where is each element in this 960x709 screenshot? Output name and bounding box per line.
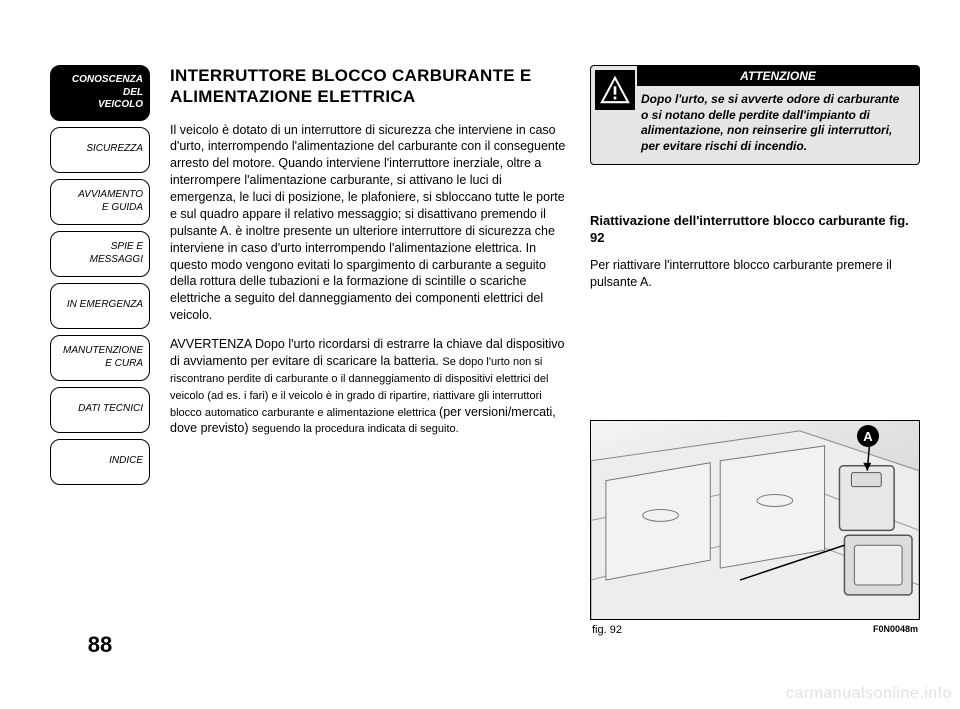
warning-triangle-icon bbox=[595, 70, 635, 110]
body-paragraph: Per riattivare l'interruttore blocco car… bbox=[590, 257, 920, 291]
page: CONOSCENZA DEL VEICOLO SICUREZZA AVVIAME… bbox=[0, 0, 960, 709]
warning-header: ATTENZIONE bbox=[637, 66, 919, 86]
figure-caption: fig. 92 F0N0048m bbox=[590, 624, 920, 636]
right-column: ATTENZIONE Dopo l'urto, se si avverte od… bbox=[590, 65, 920, 291]
sidebar-label: MESSAGGI bbox=[57, 254, 143, 267]
warning-body: Dopo l'urto, se si avverte odore di carb… bbox=[591, 86, 919, 164]
figure-code: F0N0048m bbox=[873, 624, 918, 636]
page-number: 88 bbox=[50, 632, 150, 658]
sidebar-label: SICUREZZA bbox=[57, 143, 143, 156]
sidebar-item-manutenzione: MANUTENZIONE E CURA bbox=[50, 335, 150, 381]
figure-92: A bbox=[590, 420, 920, 636]
sidebar-label: E CURA bbox=[57, 358, 143, 371]
section-title: INTERRUTTORE BLOCCO CARBURANTE E ALIMENT… bbox=[170, 65, 570, 108]
sidebar-item-conoscenza: CONOSCENZA DEL VEICOLO bbox=[50, 65, 150, 121]
sidebar-item-dati: DATI TECNICI bbox=[50, 387, 150, 433]
sidebar-item-emergenza: IN EMERGENZA bbox=[50, 283, 150, 329]
figure-image: A bbox=[590, 420, 920, 620]
sidebar: CONOSCENZA DEL VEICOLO SICUREZZA AVVIAME… bbox=[50, 65, 150, 491]
callout-a-label: A bbox=[857, 425, 879, 447]
sidebar-item-avviamento: AVVIAMENTO E GUIDA bbox=[50, 179, 150, 225]
body-paragraph: Il veicolo è dotato di un interruttore d… bbox=[170, 122, 570, 325]
sidebar-label: AVVIAMENTO bbox=[57, 189, 143, 202]
sidebar-label: DATI TECNICI bbox=[57, 403, 143, 416]
body-paragraph: AVVERTENZA Dopo l'urto ricordarsi di est… bbox=[170, 336, 570, 437]
sidebar-item-spie: SPIE E MESSAGGI bbox=[50, 231, 150, 277]
sidebar-label: DEL bbox=[57, 87, 143, 100]
sidebar-item-sicurezza: SICUREZZA bbox=[50, 127, 150, 173]
sidebar-label: MANUTENZIONE bbox=[57, 345, 143, 358]
sidebar-label: VEICOLO bbox=[57, 99, 143, 112]
subsection-title: Riattivazione dell'interruttore blocco c… bbox=[590, 213, 920, 247]
sidebar-item-indice: INDICE bbox=[50, 439, 150, 485]
warning-box: ATTENZIONE Dopo l'urto, se si avverte od… bbox=[590, 65, 920, 165]
sidebar-label: SPIE E bbox=[57, 241, 143, 254]
watermark: carmanualsonline.info bbox=[786, 685, 952, 703]
sidebar-label: E GUIDA bbox=[57, 202, 143, 215]
dashboard-illustration bbox=[591, 421, 919, 620]
main-column: INTERRUTTORE BLOCCO CARBURANTE E ALIMENT… bbox=[170, 65, 570, 449]
sidebar-label: IN EMERGENZA bbox=[57, 299, 143, 312]
body-text-small: seguendo la procedura indicata di seguit… bbox=[252, 423, 459, 435]
figure-number: fig. 92 bbox=[592, 624, 622, 636]
sidebar-label: INDICE bbox=[57, 455, 143, 468]
sidebar-label: CONOSCENZA bbox=[57, 74, 143, 87]
